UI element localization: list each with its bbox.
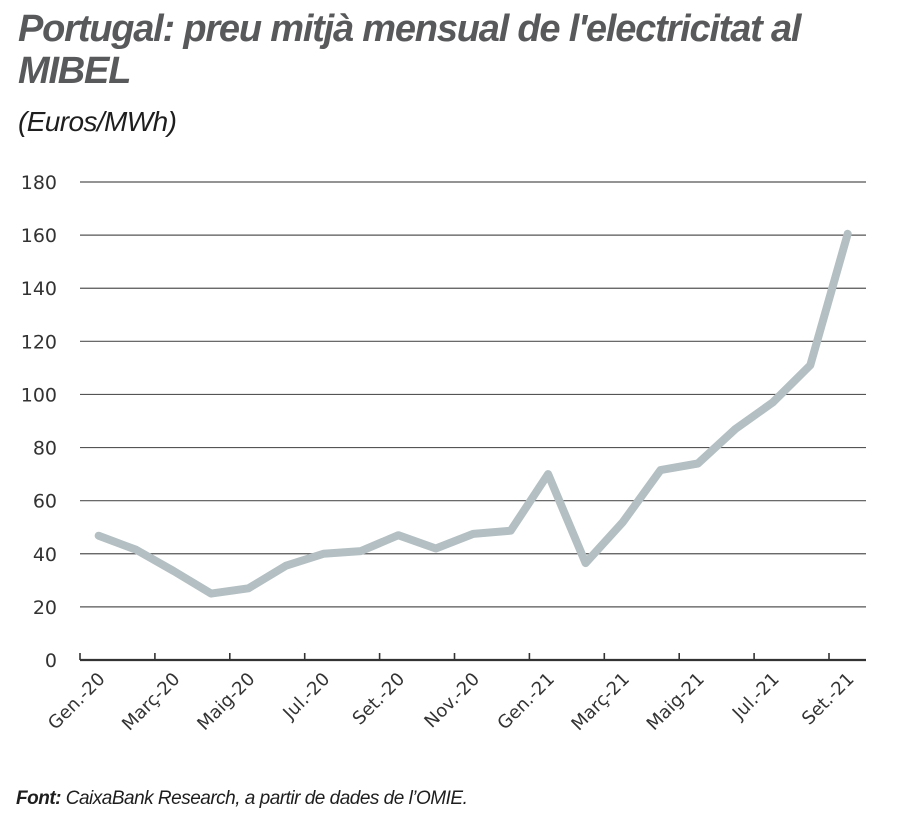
y-tick-label-180: 180: [21, 172, 57, 194]
y-tick-label-140: 140: [21, 278, 57, 300]
y-tick-label-0: 0: [45, 650, 57, 672]
x-tick-label: Nov.-20: [420, 669, 484, 733]
series-group: [94, 229, 852, 598]
x-tick-label: Jul.-21: [728, 669, 784, 725]
x-tick-label: Març-21: [567, 669, 633, 735]
x-axis-ticks: Gen.-20 Març-20 Maig-20 Jul.-20 Set.-20 Nov.-…: [44, 669, 858, 735]
y-tick-label-40: 40: [33, 544, 57, 566]
x-tick-label: Set.-20: [349, 669, 410, 730]
x-tick-label: Maig-20: [193, 669, 259, 735]
y-tick-label-100: 100: [21, 384, 57, 406]
y-tick-label-160: 160: [21, 225, 57, 247]
y-tick-label-60: 60: [33, 491, 57, 513]
chart-title: Portugal: preu mitjà mensual de l'electr…: [18, 8, 801, 92]
source-note: Font: CaixaBank Research, a partir de da…: [16, 788, 468, 810]
x-tick-label: Març-20: [118, 669, 184, 735]
x-tick-label: Maig-21: [643, 669, 709, 735]
x-tick-label: Gen.-20: [44, 669, 109, 734]
x-axis: [79, 653, 866, 662]
y-tick-label-20: 20: [33, 597, 57, 619]
source-text: CaixaBank Research, a partir de dades de…: [60, 788, 468, 809]
x-tick-label: Jul.-20: [278, 669, 334, 725]
source-label: Font:: [16, 788, 61, 809]
x-tick-label: Gen.-21: [493, 669, 558, 734]
y-tick-label-120: 120: [21, 331, 57, 353]
y-tick-label-80: 80: [33, 438, 57, 460]
x-tick-label: Set.-21: [798, 669, 859, 730]
y-axis-ticks: 0 20 40 60 80 100 120 140 160 180: [21, 172, 57, 672]
chart-subtitle: (Euros/MWh): [18, 106, 177, 137]
gridlines: [80, 181, 866, 608]
